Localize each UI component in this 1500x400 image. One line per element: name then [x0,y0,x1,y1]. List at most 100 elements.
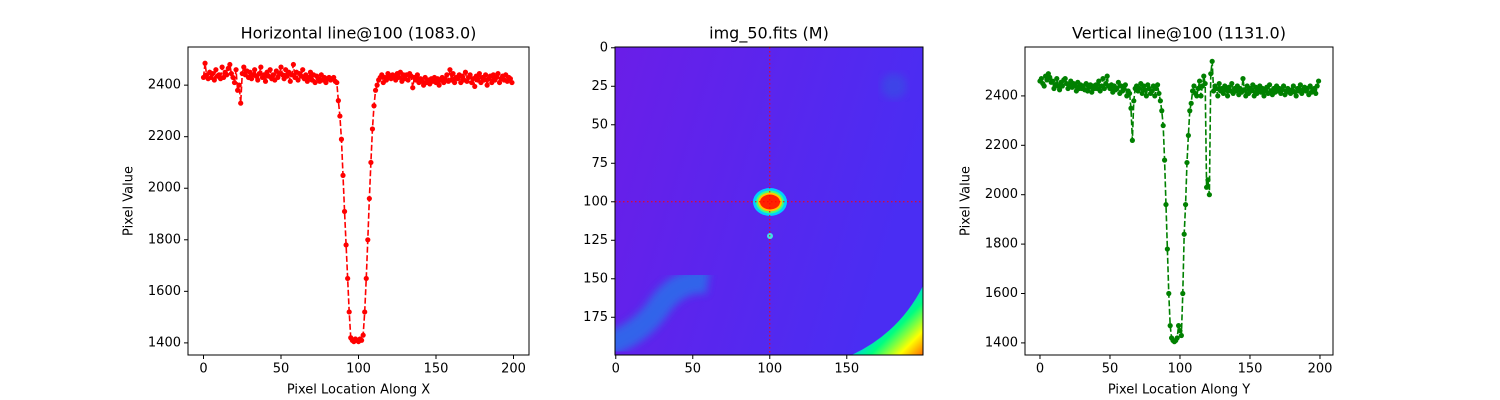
data-point [476,70,482,77]
data-point [1313,90,1319,97]
y-tick-label: 100 [583,194,608,209]
data-point [1038,76,1044,82]
image-feature [851,285,923,355]
data-point [267,67,273,73]
data-point [472,83,478,90]
y-tick-label: 2000 [985,187,1018,202]
axes-frame [614,46,924,356]
data-point [1049,78,1056,84]
data-point [233,67,239,73]
data-point [495,70,501,77]
data-point [1206,192,1212,198]
y-tick-label: 2000 [148,181,181,196]
x-axis-label: Pixel Location Along X [287,383,430,398]
data-point [1248,88,1254,94]
data-point [338,136,345,142]
data-point [1128,105,1134,111]
data-point [481,77,487,83]
y-tick-label: 150 [583,271,608,286]
data-point [202,60,208,66]
data-point [1089,89,1095,95]
y-tick-label: 2400 [148,78,181,93]
data-point [335,98,341,104]
data-point [1072,83,1078,89]
data-point [1314,83,1320,89]
x-tick-label: 50 [1102,362,1119,377]
data-point [1216,80,1222,87]
x-tick-label: 50 [684,362,701,377]
data-point [1203,184,1210,190]
data-point [1136,85,1142,92]
data-point [369,126,376,132]
data-point [1097,88,1103,94]
data-point [231,79,238,86]
y-tick-label: 1800 [985,237,1018,252]
image-feature [760,194,780,210]
data-point [287,78,293,84]
data-point [1096,78,1102,84]
data-point [1131,98,1137,104]
x-tick-label: 100 [1168,362,1193,377]
data-point [236,82,242,88]
data-point [1100,76,1106,82]
data-point [1196,78,1203,84]
data-point [1142,87,1148,93]
chart-title: Vertical line@100 (1131.0) [1072,24,1286,43]
x-tick-label: 100 [757,362,782,377]
data-point [1191,83,1197,89]
x-tick-label: 0 [199,362,207,377]
data-point [1177,327,1183,334]
data-point [1129,137,1135,143]
data-point [405,77,411,83]
data-line [1039,61,1320,343]
data-point [1241,87,1247,93]
data-point [1056,87,1063,93]
data-point [1261,93,1267,99]
data-point [1184,159,1190,166]
data-point [359,337,365,343]
data-point [436,82,442,88]
data-point [312,79,318,86]
data-point [1159,108,1165,114]
data-point [366,195,372,202]
data-point [374,82,380,88]
data-point [1185,132,1191,139]
y-axis-label: Pixel Value [959,166,974,236]
x-tick-label: 150 [834,362,859,377]
x-tick-label: 200 [1308,362,1333,377]
data-point [362,309,368,315]
data-point [341,208,348,215]
data-point [1101,85,1107,92]
y-tick-label: 2400 [985,88,1018,103]
y-tick-label: 2200 [985,138,1018,153]
data-point [1126,90,1133,97]
data-point [509,79,515,86]
data-point [1114,85,1120,92]
data-point [1139,90,1145,97]
data-point [270,72,276,78]
image [615,47,923,355]
data-point [1178,332,1184,339]
data-point [368,159,374,166]
data-point [1297,82,1303,88]
y-tick-label: 50 [591,117,608,132]
data-point [224,72,230,78]
data-point [1201,73,1207,79]
data-point [1293,93,1299,99]
x-tick-label: 200 [501,362,526,377]
data-point [1208,71,1214,77]
x-axis-label: Pixel Location Along Y [1108,383,1250,398]
y-tick-label: 1600 [148,284,181,299]
data-point [444,72,450,78]
y-tick-label: 1600 [985,286,1018,301]
data-point [1157,98,1163,104]
data-point [484,82,490,88]
data-point [450,70,456,77]
data-point [334,79,340,86]
data-point [1174,335,1180,341]
data-point [365,237,371,243]
data-point [1164,246,1170,252]
data-point [345,275,351,282]
y-tick-label: 125 [583,233,608,248]
data-point [1215,93,1221,99]
